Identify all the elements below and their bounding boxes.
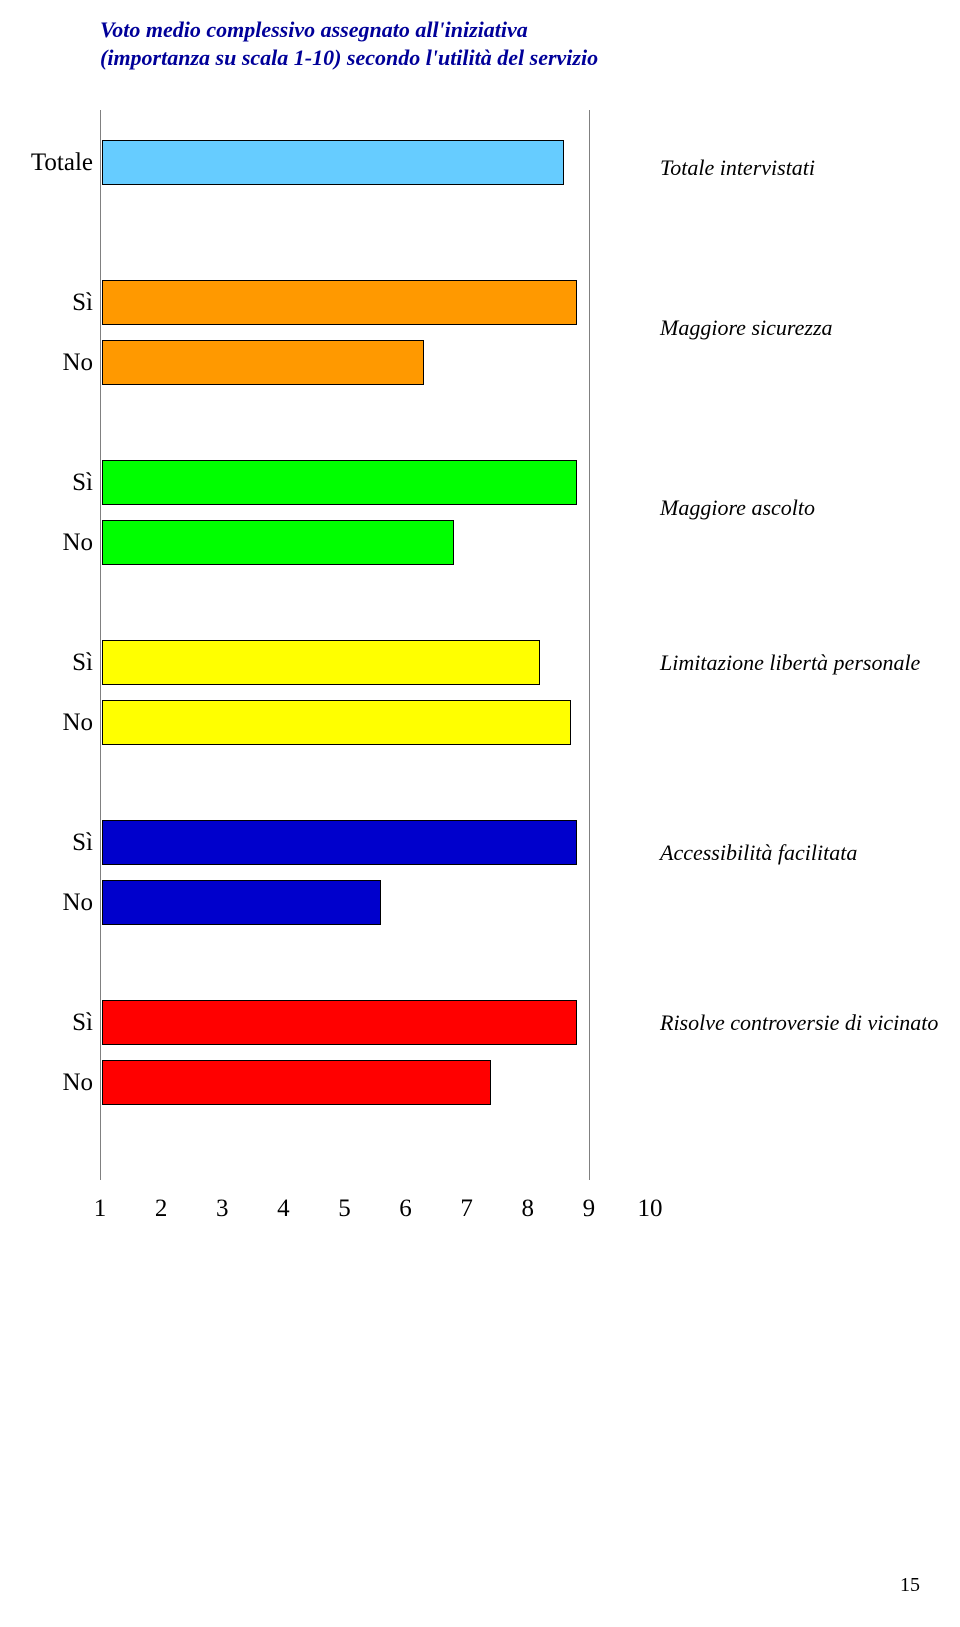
bar [102, 140, 564, 185]
y-axis-label: No [15, 880, 93, 925]
group-label: Risolve controversie di vicinato [660, 1010, 960, 1036]
page-number: 15 [900, 1574, 920, 1597]
bar-row: No [100, 700, 650, 745]
y-axis-label: Totale [15, 140, 93, 185]
group-label: Maggiore ascolto [660, 495, 960, 521]
bar [102, 700, 571, 745]
group-label: Maggiore sicurezza [660, 315, 960, 341]
y-axis-label: Sì [15, 640, 93, 685]
x-tick-label: 9 [583, 1195, 596, 1223]
x-tick-label: 7 [460, 1195, 473, 1223]
group-label: Limitazione libertà personale [660, 650, 960, 676]
bar [102, 1000, 577, 1045]
y-axis-label: Sì [15, 820, 93, 865]
x-tick-label: 8 [522, 1195, 535, 1223]
bar [102, 880, 381, 925]
bar [102, 460, 577, 505]
x-tick-label: 3 [216, 1195, 229, 1223]
bar [102, 340, 424, 385]
bar-row: Sì [100, 460, 650, 505]
y-axis-label: No [15, 1060, 93, 1105]
plot-area: Totale intervistatiTotaleMaggiore sicure… [100, 110, 650, 1180]
bar-row: No [100, 1060, 650, 1105]
bar-row: Sì [100, 1000, 650, 1045]
y-axis-label: Sì [15, 460, 93, 505]
bar [102, 820, 577, 865]
bar-row: No [100, 880, 650, 925]
y-axis-label: No [15, 520, 93, 565]
bar-row: No [100, 520, 650, 565]
y-axis-label: Sì [15, 1000, 93, 1045]
bar [102, 520, 454, 565]
y-axis-label: No [15, 700, 93, 745]
x-tick-label: 1 [94, 1195, 107, 1223]
bar [102, 280, 577, 325]
y-axis-label: Sì [15, 280, 93, 325]
bar-row: Sì [100, 280, 650, 325]
bar-row: Sì [100, 640, 650, 685]
group-label: Totale intervistati [660, 155, 960, 181]
title-line2: (importanza su scala 1-10) secondo l'uti… [100, 45, 598, 70]
chart-title: Voto medio complessivo assegnato all'ini… [0, 0, 960, 71]
bar-row: No [100, 340, 650, 385]
bar-chart: Totale intervistatiTotaleMaggiore sicure… [15, 110, 945, 1240]
y-axis-label: No [15, 340, 93, 385]
group-label: Accessibilità facilitata [660, 840, 960, 866]
bar [102, 640, 540, 685]
x-tick-label: 10 [638, 1195, 663, 1223]
x-axis: 12345678910 [100, 1185, 650, 1235]
bar [102, 1060, 491, 1105]
bar-row: Sì [100, 820, 650, 865]
x-tick-label: 4 [277, 1195, 290, 1223]
x-tick-label: 2 [155, 1195, 168, 1223]
x-tick-label: 6 [399, 1195, 412, 1223]
title-line1: Voto medio complessivo assegnato all'ini… [100, 17, 528, 42]
x-tick-label: 5 [338, 1195, 351, 1223]
bar-row: Totale [100, 140, 650, 185]
